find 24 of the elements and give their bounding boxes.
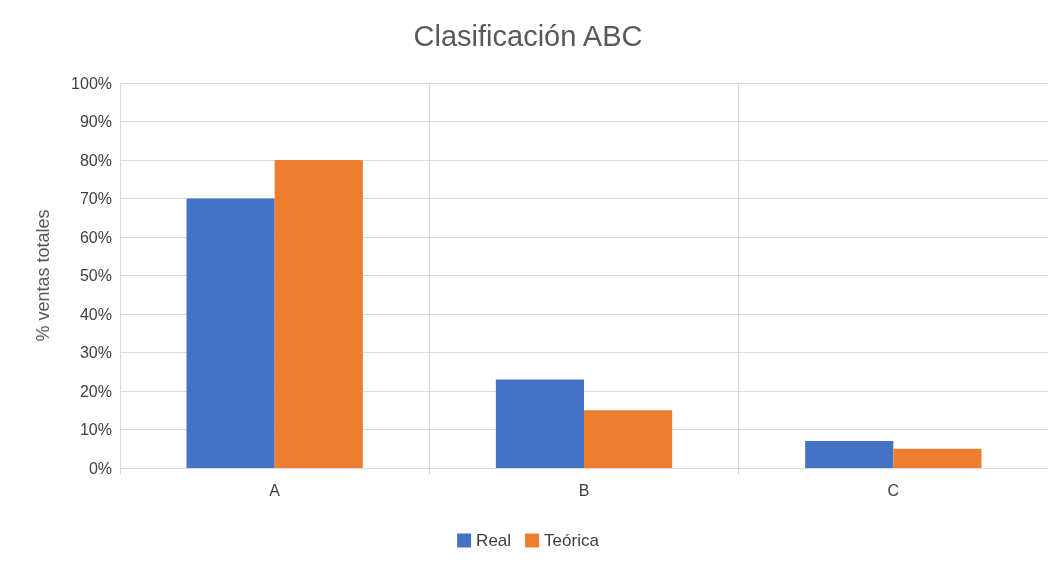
legend-label: Real xyxy=(476,531,512,550)
legend-label: Teórica xyxy=(544,531,600,550)
y-tick-label: 30% xyxy=(79,344,112,361)
y-tick-label: 100% xyxy=(71,74,112,92)
bar xyxy=(186,198,275,468)
y-tick-label: 50% xyxy=(79,267,112,284)
y-axis-title: % ventas totales xyxy=(33,209,53,342)
y-tick-label: 60% xyxy=(79,228,112,246)
y-tick-label: 40% xyxy=(79,305,112,323)
bar xyxy=(893,448,982,468)
y-tick-label: 70% xyxy=(79,190,112,207)
bar xyxy=(805,441,894,468)
y-tick-label: 20% xyxy=(79,382,112,400)
x-tick-label: A xyxy=(269,481,281,499)
x-tick-label: C xyxy=(887,481,900,499)
y-tick-label: 80% xyxy=(79,151,112,169)
bar xyxy=(495,379,584,468)
bar xyxy=(584,410,673,468)
y-tick-label: 0% xyxy=(88,459,112,477)
x-tick-label: B xyxy=(578,481,590,499)
bar xyxy=(274,160,363,468)
y-tick-label: 90% xyxy=(79,113,112,130)
chart-title: Clasificación ABC xyxy=(413,19,643,52)
y-tick-label: 10% xyxy=(79,421,112,438)
